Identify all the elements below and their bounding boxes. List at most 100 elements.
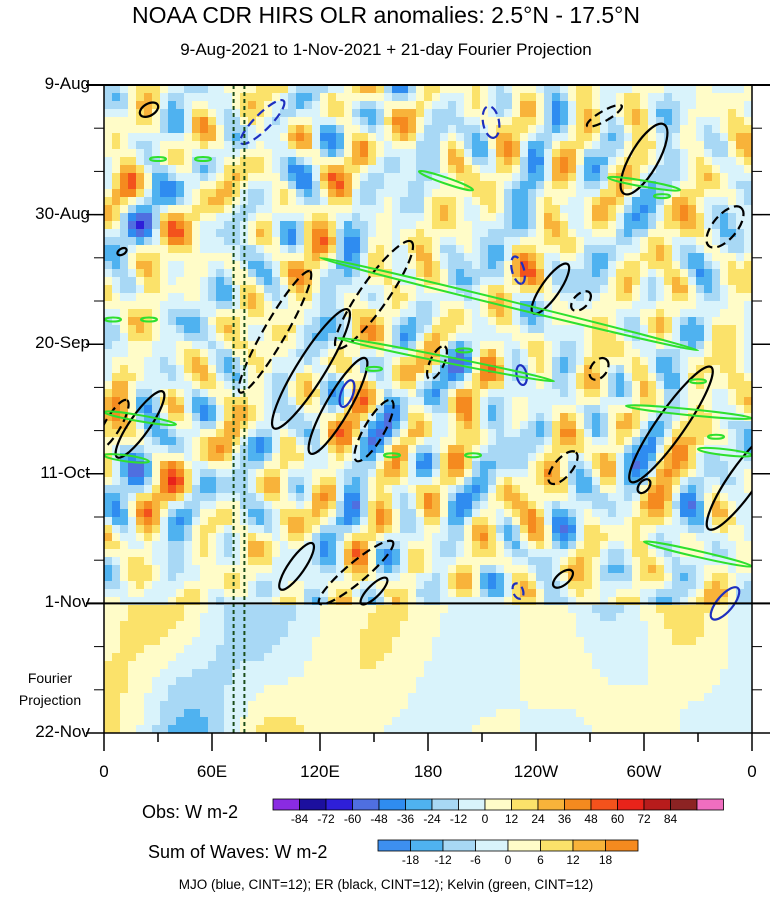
field-cell	[208, 277, 217, 286]
field-cell	[464, 237, 473, 246]
field-cell	[280, 365, 289, 374]
field-cell	[592, 549, 601, 558]
field-cell	[432, 365, 441, 374]
field-cell	[200, 285, 209, 294]
field-cell	[264, 533, 273, 542]
field-cell	[280, 301, 289, 310]
field-cell	[464, 205, 473, 214]
field-cell	[576, 189, 585, 198]
field-cell	[304, 469, 313, 478]
field-cell	[392, 93, 401, 102]
field-cell	[728, 373, 737, 382]
field-cell	[200, 253, 209, 262]
field-cell	[304, 277, 313, 286]
field-cell	[424, 573, 433, 582]
field-cell	[144, 525, 153, 534]
field-cell	[648, 261, 657, 270]
field-cell	[632, 325, 641, 334]
field-cell	[192, 189, 201, 198]
field-cell	[584, 141, 593, 150]
field-cell	[216, 133, 225, 142]
field-cell	[360, 493, 369, 502]
field-cell	[648, 445, 657, 454]
field-cell	[608, 469, 617, 478]
field-cell	[176, 269, 185, 278]
field-cell	[736, 421, 745, 430]
field-cell	[584, 149, 593, 158]
field-cell	[632, 381, 641, 390]
field-cell	[208, 149, 217, 158]
field-cell	[664, 221, 673, 230]
field-cell	[184, 437, 193, 446]
field-cell	[504, 437, 513, 446]
field-cell	[280, 261, 289, 270]
field-cell	[104, 85, 113, 94]
field-cell	[584, 517, 593, 526]
field-cell	[424, 317, 433, 326]
field-cell	[584, 357, 593, 366]
field-cell	[568, 365, 577, 374]
field-cell	[744, 341, 752, 350]
field-cell	[152, 325, 161, 334]
field-cell	[208, 101, 217, 110]
field-cell	[512, 461, 521, 470]
field-cell	[288, 197, 297, 206]
field-cell	[408, 493, 417, 502]
field-cell	[560, 533, 569, 542]
field-cell	[192, 517, 201, 526]
field-cell	[744, 165, 752, 174]
field-cell	[440, 405, 449, 414]
field-cell	[376, 293, 385, 302]
field-cell	[112, 197, 121, 206]
field-cell	[384, 477, 393, 486]
field-cell	[176, 429, 185, 438]
field-cell	[256, 205, 265, 214]
field-cell	[680, 493, 689, 502]
field-cell	[480, 461, 489, 470]
field-cell	[592, 517, 601, 526]
field-cell	[176, 493, 185, 502]
field-cell	[656, 445, 665, 454]
field-cell	[232, 173, 241, 182]
field-cell	[352, 461, 361, 470]
field-cell	[744, 109, 752, 118]
field-cell	[472, 317, 481, 326]
field-cell	[672, 301, 681, 310]
field-cell	[744, 373, 752, 382]
field-cell	[416, 365, 425, 374]
field-cell	[432, 469, 441, 478]
field-cell	[200, 341, 209, 350]
field-cell	[632, 109, 641, 118]
field-cell	[184, 101, 193, 110]
field-cell	[600, 197, 609, 206]
field-cell	[664, 85, 673, 94]
field-cell	[248, 541, 257, 550]
field-cell	[120, 309, 129, 318]
field-cell	[696, 397, 705, 406]
field-cell	[600, 517, 609, 526]
field-cell	[496, 341, 505, 350]
field-cell	[344, 565, 353, 574]
field-cell	[112, 437, 121, 446]
field-cell	[192, 525, 201, 534]
field-cell	[440, 461, 449, 470]
field-cell	[400, 565, 409, 574]
field-cell	[448, 317, 457, 326]
field-cell	[440, 149, 449, 158]
field-cell	[200, 381, 209, 390]
field-cell	[544, 341, 553, 350]
field-cell	[216, 389, 225, 398]
field-cell	[232, 301, 241, 310]
field-cell	[248, 325, 257, 334]
field-cell	[496, 317, 505, 326]
field-cell	[128, 173, 137, 182]
field-cell	[736, 285, 745, 294]
field-cell	[304, 245, 313, 254]
field-cell	[584, 261, 593, 270]
field-cell	[400, 85, 409, 94]
field-cell	[648, 157, 657, 166]
field-cell	[248, 181, 257, 190]
field-cell	[296, 533, 305, 542]
field-cell	[624, 101, 633, 110]
field-cell	[192, 205, 201, 214]
